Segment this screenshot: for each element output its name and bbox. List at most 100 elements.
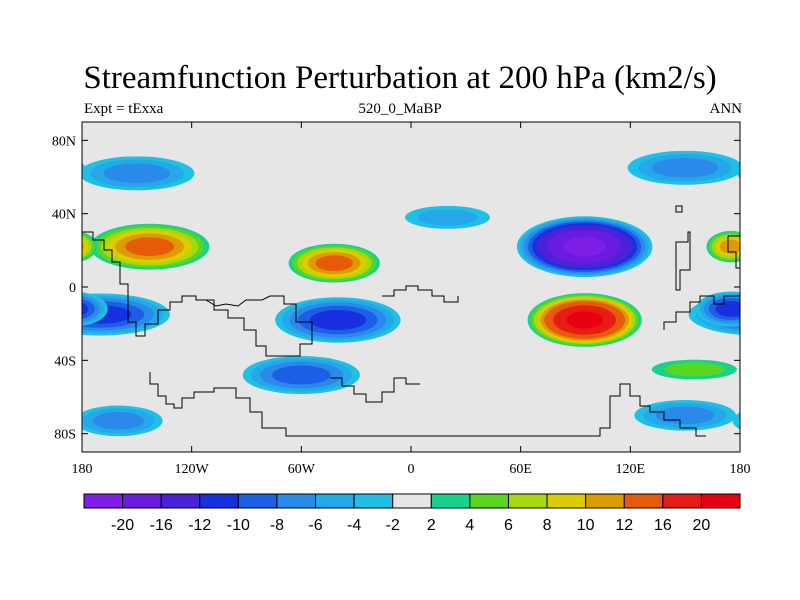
field-anomaly: [527, 293, 642, 347]
contour-band: [0, 407, 56, 425]
coastline-antarctica: [149, 372, 706, 437]
contour-band: [103, 163, 171, 184]
colorbar-label: 8: [543, 517, 552, 534]
contour-band: [741, 408, 800, 433]
coastline-australia: [663, 295, 740, 330]
field-anomaly: [516, 216, 653, 278]
colorbar-swatch: [237, 493, 278, 509]
colorbar-swatch: [392, 493, 432, 509]
colorbar-label: -8: [270, 517, 284, 534]
colorbar-label: 10: [577, 517, 595, 534]
contour-band: [0, 403, 69, 428]
contour-band: [737, 168, 740, 179]
contour-band: [315, 255, 353, 272]
coastline-north-america: [82, 231, 206, 337]
coastline-africa-eurasia: [382, 285, 459, 303]
field-anomaly: [0, 150, 740, 185]
colorbar-label: -20: [111, 517, 134, 534]
contour-band: [125, 237, 175, 257]
coastline-east-pacific: [727, 235, 740, 269]
x-tick-label: 60W: [288, 462, 316, 477]
contour-band: [93, 412, 144, 430]
y-tick-label: 80S: [54, 428, 76, 443]
contour-band: [759, 228, 800, 265]
colorbar-label: 6: [504, 517, 513, 534]
contour-band: [655, 406, 715, 425]
contour-band: [309, 309, 366, 331]
time-label: 520_0_MaBP: [358, 101, 442, 117]
colorbar-swatch: [469, 493, 509, 509]
coastlines: [82, 205, 740, 437]
contour-band: [664, 362, 725, 377]
contour-band: [82, 242, 84, 251]
colorbar-label: 20: [693, 517, 711, 534]
colorbar-swatch: [353, 493, 394, 509]
colorbar-swatch: [276, 493, 317, 509]
field-anomaly: [288, 243, 380, 283]
field-anomaly: [82, 405, 800, 437]
x-tick-label: 60E: [509, 462, 532, 477]
x-tick-label: 120W: [175, 462, 210, 477]
contour-band: [82, 302, 89, 316]
colorbar-label: 2: [427, 517, 436, 534]
colorbar-swatch: [122, 493, 162, 509]
contour-band: [751, 412, 800, 430]
colorbar-label: -2: [386, 517, 400, 534]
contour-band: [82, 238, 89, 255]
colorbar-swatch: [585, 493, 625, 509]
contour-band: [732, 412, 740, 430]
season-label: ANN: [709, 101, 743, 117]
contour-band: [748, 159, 800, 187]
y-tick-label: 40S: [54, 354, 76, 369]
colorbar-swatch: [83, 493, 124, 509]
coastline-antarctic-peninsula: [330, 377, 420, 403]
colorbar-swatch: [199, 493, 239, 509]
colorbar-swatch: [662, 493, 702, 509]
field-anomaly: [651, 359, 737, 380]
colorbar-label: 12: [615, 517, 633, 534]
contour-band: [765, 230, 800, 262]
colorbar-swatch: [315, 493, 355, 509]
x-tick-label: 0: [408, 462, 415, 477]
contour-band: [82, 298, 95, 320]
x-tick-label: 180: [72, 462, 93, 477]
colorbar-swatch: [546, 493, 587, 509]
x-tick-label: 120E: [616, 462, 646, 477]
colorbar-label: -10: [227, 517, 250, 534]
y-tick-label: 0: [69, 281, 76, 296]
coastline-south-america: [205, 295, 313, 357]
x-tick-label: 180: [730, 462, 751, 477]
contour-band: [0, 158, 60, 178]
contour-field: [0, 150, 800, 437]
field-anomaly: [405, 205, 491, 229]
contour-band: [0, 154, 74, 182]
contour-band: [715, 301, 740, 317]
contour-band: [82, 162, 85, 173]
colorbar-label: -6: [308, 517, 322, 534]
colorbar-swatch: [507, 493, 548, 509]
contour-band: [753, 226, 800, 268]
contour-band: [566, 311, 603, 329]
colorbar-swatch: [623, 493, 664, 509]
map-axes: 180 120W 60W 0 60E 120E 180 80N 40N 0 40S 80S: [52, 122, 751, 477]
y-tick-label: 40N: [52, 208, 76, 223]
field-anomaly: [275, 297, 401, 343]
experiment-label: Expt = tExxa: [84, 101, 164, 117]
field-anomaly: [82, 156, 800, 191]
small-island: [675, 205, 683, 213]
contour-band: [563, 237, 607, 257]
contour-band: [272, 365, 331, 385]
contour-band: [417, 209, 478, 226]
colorbar-label: -16: [150, 517, 173, 534]
field-anomaly: [89, 223, 800, 270]
plot-title: Streamfunction Perturbation at 200 hPa (…: [83, 60, 717, 96]
colorbar-label: -12: [188, 517, 211, 534]
y-tick-label: 80N: [52, 134, 76, 149]
colorbar-label: -4: [347, 517, 361, 534]
contour-band: [748, 224, 800, 270]
colorbar: -20 -16 -12 -10 -8 -6 -4 -2 2 4 6 8 10 12 16 20: [83, 493, 741, 534]
field-anomaly: [242, 355, 360, 395]
field-anomaly: [0, 400, 736, 431]
colorbar-swatch: [160, 493, 201, 509]
